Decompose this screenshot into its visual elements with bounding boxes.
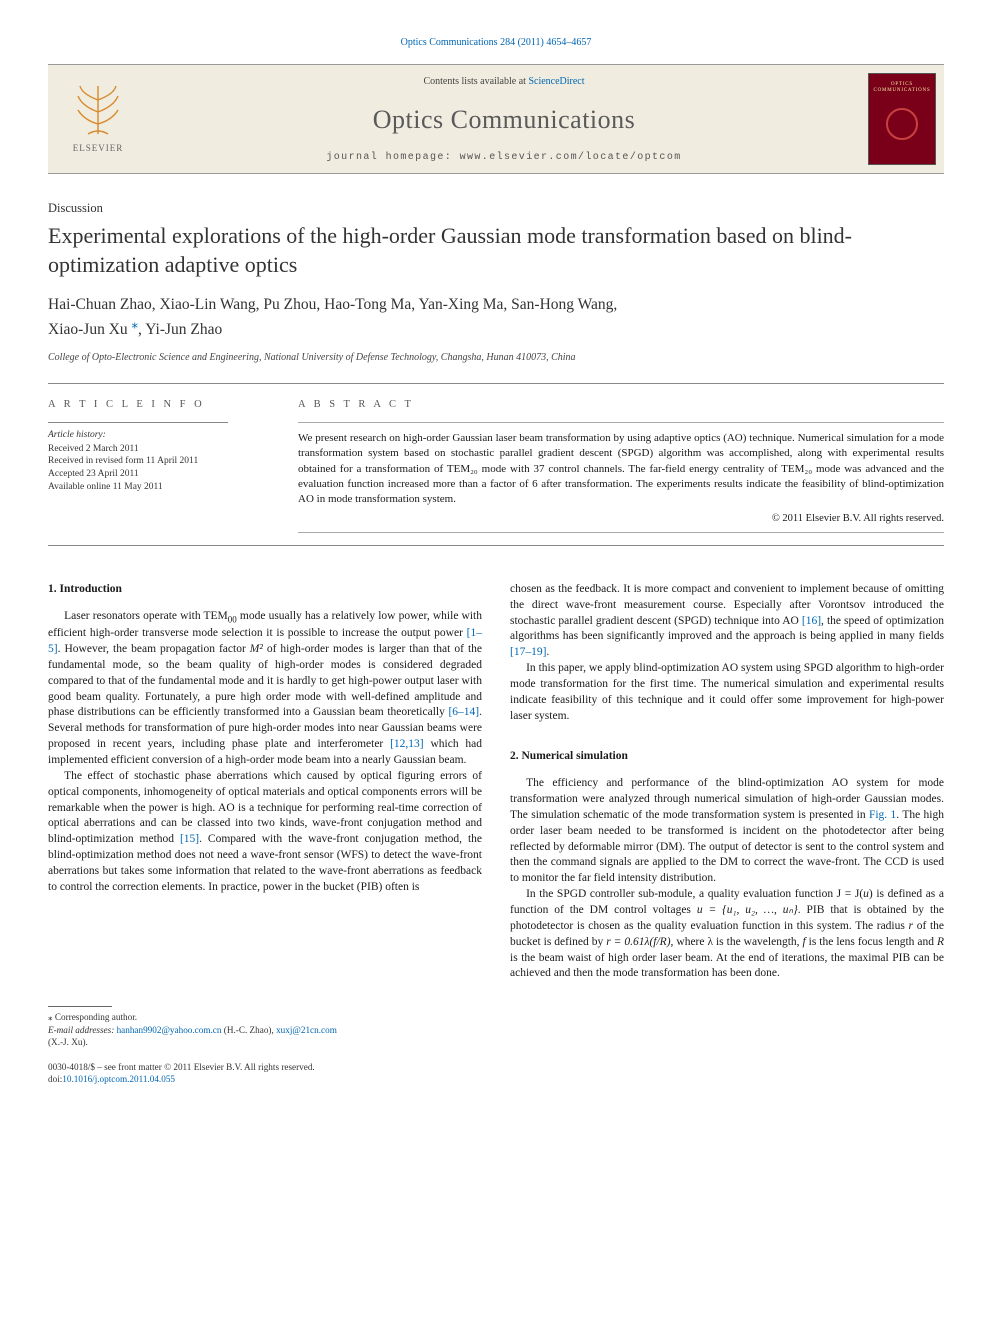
history-received: Received 2 March 2011 [48,443,278,456]
figure-link[interactable]: Fig. 1 [869,809,896,821]
article-type: Discussion [48,200,944,217]
affiliation: College of Opto-Electronic Science and E… [48,351,944,365]
divider [48,545,944,546]
sim-paragraph-2: In the SPGD controller sub-module, a qua… [510,887,944,982]
text: is the lens focus length and [806,936,937,948]
authors-line-2-pre: Xiao-Jun Xu [48,321,132,338]
author-email-link[interactable]: hanhan9902@yahoo.com.cn [117,1025,222,1035]
journal-cover-title: OPTICS COMMUNICATIONS [869,82,935,94]
journal-cover-graphic [886,108,918,140]
sciencedirect-link[interactable]: ScienceDirect [528,76,584,87]
article-info-block: A R T I C L E I N F O Article history: R… [48,384,298,533]
footnote-rule [48,1006,112,1007]
contents-line: Contents lists available at ScienceDirec… [148,75,860,89]
text: . However, the beam propagation factor [58,643,250,655]
section-heading-intro: 1. Introduction [48,582,482,598]
italic: r = 0.61λ(f/R) [606,936,670,948]
info-divider [48,422,228,423]
corresponding-author-note: ⁎ Corresponding author. [48,1011,478,1023]
abstract-heading: A B S T R A C T [298,398,944,412]
history-online: Available online 11 May 2011 [48,481,278,494]
author-list: Hai-Chuan Zhao, Xiao-Lin Wang, Pu Zhou, … [48,294,944,342]
front-matter-line: 0030-4018/$ – see front matter © 2011 El… [48,1061,478,1073]
email-label: E-mail addresses: [48,1025,114,1035]
journal-homepage: journal homepage: www.elsevier.com/locat… [148,151,860,165]
history-accepted: Accepted 23 April 2011 [48,468,278,481]
text: . [546,646,549,658]
author-email-link[interactable]: xuxj@21cn.com [276,1025,337,1035]
email-who-1: (H.-C. Zhao), [221,1025,276,1035]
footnotes: ⁎ Corresponding author. E-mail addresses… [48,1006,478,1048]
elsevier-tree-icon [70,82,126,138]
column-right: chosen as the feedback. It is more compa… [510,582,944,982]
elsevier-logo: ELSEVIER [56,73,140,165]
abstract-text: We present research on high-order Gaussi… [298,431,944,508]
front-matter-block: 0030-4018/$ – see front matter © 2011 El… [48,1061,478,1086]
ref-link[interactable]: [16] [802,615,821,627]
ref-link[interactable]: [17–19] [510,646,546,658]
abstract-divider-bottom [298,532,944,533]
article-title: Experimental explorations of the high-or… [48,222,944,279]
header-citation: Optics Communications 284 (2011) 4654–46… [48,36,944,50]
column-left: 1. Introduction Laser resonators operate… [48,582,482,982]
ref-link[interactable]: [6–14] [448,706,479,718]
intro-paragraph-2: The effect of stochastic phase aberratio… [48,769,482,896]
sim-paragraph-1: The efficiency and performance of the bl… [510,776,944,887]
journal-cover: OPTICS COMMUNICATIONS [868,73,936,165]
citation-link[interactable]: Optics Communications 284 (2011) 4654–46… [401,37,592,48]
intro-paragraph-3: In this paper, we apply blind-optimizati… [510,661,944,724]
text: Laser resonators operate with TEM [64,610,228,622]
doi-label: doi: [48,1074,62,1084]
text: is the beam waist of high order laser be… [510,952,944,980]
intro-paragraph-1: Laser resonators operate with TEM00 mode… [48,609,482,768]
publisher-logo-slot: ELSEVIER [48,65,148,173]
journal-cover-slot: OPTICS COMMUNICATIONS [860,65,944,173]
text: In the SPGD controller sub-module, a qua… [526,888,863,900]
journal-name: Optics Communications [148,102,860,137]
elsevier-wordmark: ELSEVIER [73,142,124,154]
subscript: 00 [228,615,237,625]
article-info-heading: A R T I C L E I N F O [48,398,278,412]
abstract-copyright: © 2011 Elsevier B.V. All rights reserved… [298,512,944,526]
doi-link[interactable]: 10.1016/j.optcom.2011.04.055 [62,1074,175,1084]
body-columns: 1. Introduction Laser resonators operate… [48,582,944,982]
email-line: E-mail addresses: hanhan9902@yahoo.com.c… [48,1024,478,1036]
banner-center: Contents lists available at ScienceDirec… [148,65,860,173]
history-label: Article history: [48,429,278,442]
text: , where λ is the wavelength, [671,936,803,948]
intro-paragraph-2-cont: chosen as the feedback. It is more compa… [510,582,944,661]
history-revised: Received in revised form 11 April 2011 [48,455,278,468]
italic: R [937,936,944,948]
section-heading-simulation: 2. Numerical simulation [510,749,944,765]
authors-line-1: Hai-Chuan Zhao, Xiao-Lin Wang, Pu Zhou, … [48,296,617,313]
italic: u = {u₁, u₂, …, uₙ} [697,904,798,916]
authors-line-2-post: , Yi-Jun Zhao [138,321,222,338]
italic: M² [250,643,263,655]
journal-banner: ELSEVIER Contents lists available at Sci… [48,64,944,174]
contents-prefix: Contents lists available at [423,76,528,87]
ref-link[interactable]: [15] [180,833,199,845]
ref-link[interactable]: [12,13] [390,738,424,750]
abstract-block: A B S T R A C T We present research on h… [298,384,944,533]
abstract-divider-top [298,422,944,423]
article-meta-row: A R T I C L E I N F O Article history: R… [48,384,944,533]
doi-line: doi:10.1016/j.optcom.2011.04.055 [48,1073,478,1085]
email-who-2: (X.-J. Xu). [48,1036,478,1048]
